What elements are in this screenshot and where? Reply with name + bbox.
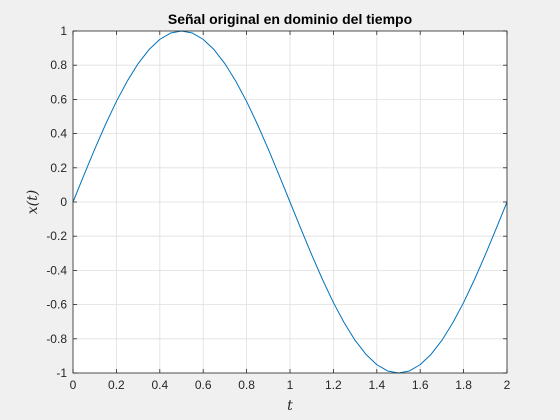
x-tick-label: 1: [287, 378, 294, 392]
y-tick-label: 1: [60, 24, 67, 38]
y-tick-label: 0: [60, 195, 67, 209]
y-axis-label: x(t): [25, 190, 41, 214]
y-tick-label: 0.2: [50, 161, 67, 175]
x-tick-label: 0.8: [238, 378, 255, 392]
y-tick-label: 0.8: [50, 58, 67, 72]
y-tick-label: -0.8: [46, 332, 67, 346]
x-tick-label: 1.4: [368, 378, 385, 392]
x-tick-labels: 0 0.2 0.4 0.6 0.8 1 1.2 1.4 1.6 1.8 2: [70, 378, 511, 392]
y-tick-label: -1: [56, 366, 67, 380]
y-tick-label: 0.4: [50, 127, 67, 141]
x-tick-label: 0: [70, 378, 77, 392]
y-tick-label: -0.6: [46, 298, 67, 312]
x-tick-label: 2: [504, 378, 511, 392]
series-line: [72, 30, 508, 374]
chart-title: Señal original en dominio del tiempo: [168, 11, 412, 27]
y-tick-label: 0.6: [50, 92, 67, 106]
x-tick-label: 0.2: [108, 378, 125, 392]
x-tick-label: 1.2: [325, 378, 342, 392]
y-tick-label: -0.4: [46, 263, 67, 277]
x-tick-label: 1.6: [412, 378, 429, 392]
x-axis-label: t: [287, 398, 293, 414]
x-tick-label: 0.6: [195, 378, 212, 392]
tick-marks: [72, 30, 508, 374]
series-layer: [72, 30, 508, 374]
x-tick-label: 0.4: [151, 378, 168, 392]
y-tick-labels: -1 -0.8 -0.6 -0.4 -0.2 0 0.2 0.4 0.6 0.8 1: [46, 24, 67, 380]
x-tick-label: 1.8: [455, 378, 472, 392]
y-tick-label: -0.2: [46, 229, 67, 243]
